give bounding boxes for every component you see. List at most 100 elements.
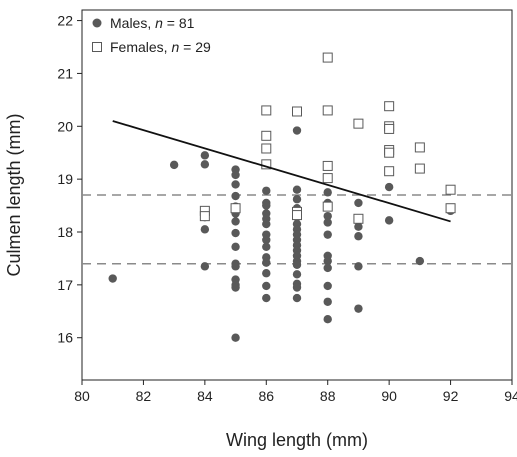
point-males-3 [200,160,210,169]
point-females-1 [199,211,210,222]
x-axis-title: Wing length (mm) [226,430,368,450]
x-tick-label-2: 84 [197,388,213,404]
point-females-21 [384,147,395,158]
point-males-5 [200,225,210,234]
point-females-4 [261,130,272,141]
point-males-21 [231,333,240,342]
y-tick-label-5: 21 [57,65,73,81]
point-males-63 [323,281,332,291]
legend-females-prefix: Females, [110,39,171,55]
point-females-19 [384,123,395,134]
point-males-62 [323,263,332,273]
point-males-6 [200,262,210,271]
point-females-9 [292,210,302,221]
x-tick-label-6: 92 [443,388,459,404]
point-males-36 [292,126,302,135]
point-males-0 [108,274,117,283]
point-females-16 [353,213,364,224]
y-tick-label-2: 18 [57,224,73,240]
point-males-69 [354,262,363,271]
legend-females-n: n [171,39,179,55]
point-females-10 [322,52,333,63]
legend-marker-males [92,18,102,28]
y-tick-label-3: 19 [57,171,73,187]
y-axis-title: Culmen length (mm) [4,113,24,276]
x-tick-label-1: 82 [136,388,152,404]
x-tick-label-4: 88 [320,388,336,404]
point-females-5 [261,143,272,154]
point-males-9 [231,180,240,189]
point-males-65 [323,315,332,324]
point-females-2 [230,203,241,214]
point-males-37 [292,185,302,194]
point-males-51 [292,270,302,279]
point-males-57 [323,211,332,221]
point-males-10 [231,191,240,201]
point-males-13 [231,217,240,226]
point-males-70 [354,304,363,313]
point-males-58 [323,218,332,227]
x-tick-label-3: 86 [258,388,274,404]
point-males-24 [262,201,271,210]
y-tick-label-0: 16 [57,330,73,346]
point-males-15 [231,242,240,251]
legend-males-prefix: Males, [110,15,155,31]
point-males-34 [262,281,271,291]
point-males-59 [323,230,332,239]
point-males-1 [169,160,179,170]
regression-line-group [112,120,451,223]
point-males-17 [231,262,240,271]
point-females-24 [414,163,425,174]
point-males-71 [384,182,394,192]
point-males-50 [292,260,302,269]
y-tick-label-4: 20 [57,118,73,134]
point-females-23 [414,142,425,153]
x-tick-label-7: 94 [504,388,517,404]
point-females-12 [322,160,333,171]
point-females-22 [384,166,395,177]
point-males-66 [354,198,363,208]
data-points [108,52,456,342]
point-males-27 [262,219,271,229]
point-females-6 [261,159,272,170]
point-males-29 [262,235,271,245]
point-males-2 [200,151,210,160]
point-males-22 [262,186,271,195]
point-males-73 [415,256,425,266]
legend-marker-females [92,42,102,52]
y-axis-ticks: 16 17 18 19 20 21 22 [57,13,82,346]
x-tick-label-5: 90 [381,388,397,404]
legend-label-females: Females, n = 29 [110,39,211,55]
point-males-38 [292,195,302,204]
x-tick-label-0: 80 [74,388,90,404]
point-males-67 [354,222,363,231]
point-males-54 [292,293,302,303]
point-females-26 [445,203,456,214]
point-females-14 [322,201,333,212]
point-males-72 [384,216,394,225]
point-males-53 [292,283,302,292]
point-males-8 [231,170,240,180]
point-males-30 [262,242,271,251]
point-females-25 [445,184,456,195]
legend-females-suffix: = 29 [179,39,211,55]
point-males-14 [231,228,240,238]
point-males-35 [262,293,271,303]
y-tick-label-6: 22 [57,13,73,29]
point-females-3 [261,105,272,116]
y-tick-label-1: 17 [57,277,73,293]
point-males-55 [323,188,332,197]
point-males-64 [323,297,332,306]
point-males-68 [354,232,363,241]
point-males-33 [262,269,271,278]
point-females-17 [384,101,395,112]
legend-label-males: Males, n = 81 [110,15,195,31]
regression-line [112,120,451,223]
x-axis-ticks: 80 82 84 86 88 90 92 94 [74,380,517,404]
point-males-61 [323,256,332,266]
legend: Males, n = 81 Females, n = 29 [92,15,211,55]
point-females-11 [322,105,333,116]
legend-males-suffix: = 81 [163,15,195,31]
point-males-32 [262,258,271,267]
